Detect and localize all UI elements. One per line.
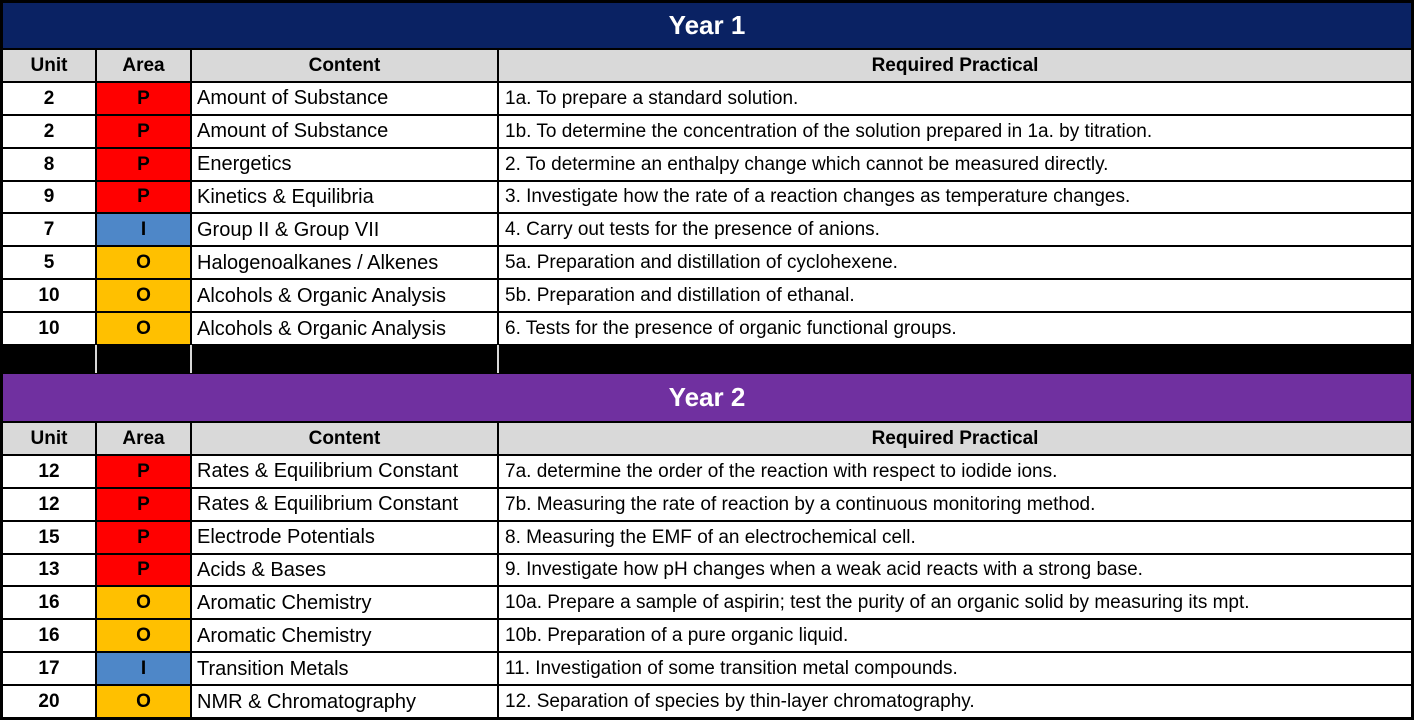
unit-cell: 2	[3, 115, 95, 147]
area-cell: P	[97, 148, 190, 180]
column-header-required-practical: Required Practical	[499, 50, 1411, 81]
column-header-unit: Unit	[3, 423, 95, 454]
area-cell: I	[97, 653, 190, 685]
practical-cell: 1b. To determine the concentration of th…	[499, 115, 1411, 147]
area-cell: P	[97, 181, 190, 213]
content-cell: Kinetics & Equilibria	[192, 181, 497, 213]
year1-title: Year 1	[668, 10, 746, 40]
year2-table: Unit Area Content Required Practical 12 P Rate…	[3, 423, 1411, 717]
practical-cell: 1a. To prepare a standard solution.	[499, 82, 1411, 114]
content-cell: Aromatic Chemistry	[192, 620, 497, 652]
practical-cell: 3. Investigate how the rate of a reactio…	[499, 181, 1411, 213]
content-cell: Alcohols & Organic Analysis	[192, 313, 497, 344]
area-cell: O	[97, 313, 190, 344]
content-cell: Group II & Group VII	[192, 214, 497, 246]
practical-cell: 11. Investigation of some transition met…	[499, 653, 1411, 685]
separator-divider	[497, 345, 499, 373]
practical-cell: 7a. determine the order of the reaction …	[499, 455, 1411, 487]
area-cell: P	[97, 554, 190, 586]
column-header-required-practical: Required Practical	[499, 423, 1411, 454]
unit-cell: 20	[3, 686, 95, 717]
area-cell: O	[97, 587, 190, 619]
content-cell: Energetics	[192, 148, 497, 180]
content-cell: Transition Metals	[192, 653, 497, 685]
area-cell: P	[97, 521, 190, 553]
separator-divider	[190, 345, 192, 373]
content-cell: NMR & Chromatography	[192, 686, 497, 717]
content-cell: Alcohols & Organic Analysis	[192, 280, 497, 312]
area-cell: P	[97, 488, 190, 520]
separator-divider	[95, 345, 97, 373]
year2-title-band: Year 2	[3, 374, 1411, 423]
unit-cell: 2	[3, 82, 95, 114]
area-cell: P	[97, 82, 190, 114]
practical-cell: 4. Carry out tests for the presence of a…	[499, 214, 1411, 246]
unit-cell: 8	[3, 148, 95, 180]
year1-table: Unit Area Content Required Practical 2 P Amoun…	[3, 50, 1411, 344]
column-header-area: Area	[97, 423, 190, 454]
year1-title-band: Year 1	[3, 3, 1411, 50]
unit-cell: 16	[3, 587, 95, 619]
area-cell: O	[97, 620, 190, 652]
year2-title: Year 2	[668, 382, 746, 412]
column-header-area: Area	[97, 50, 190, 81]
content-cell: Halogenoalkanes / Alkenes	[192, 247, 497, 279]
unit-cell: 17	[3, 653, 95, 685]
content-cell: Rates & Equilibrium Constant	[192, 455, 497, 487]
unit-cell: 16	[3, 620, 95, 652]
practical-cell: 6. Tests for the presence of organic fun…	[499, 313, 1411, 344]
unit-cell: 7	[3, 214, 95, 246]
area-cell: I	[97, 214, 190, 246]
unit-cell: 5	[3, 247, 95, 279]
area-cell: O	[97, 280, 190, 312]
column-header-content: Content	[192, 423, 497, 454]
practical-cell: 5a. Preparation and distillation of cycl…	[499, 247, 1411, 279]
practical-cell: 10a. Prepare a sample of aspirin; test t…	[499, 587, 1411, 619]
unit-cell: 12	[3, 455, 95, 487]
practical-cell: 7b. Measuring the rate of reaction by a …	[499, 488, 1411, 520]
area-cell: P	[97, 115, 190, 147]
unit-cell: 9	[3, 181, 95, 213]
unit-cell: 12	[3, 488, 95, 520]
content-cell: Acids & Bases	[192, 554, 497, 586]
content-cell: Amount of Substance	[192, 115, 497, 147]
table-separator	[3, 344, 1411, 374]
practical-cell: 12. Separation of species by thin-layer …	[499, 686, 1411, 717]
practical-cell: 10b. Preparation of a pure organic liqui…	[499, 620, 1411, 652]
practical-cell: 8. Measuring the EMF of an electrochemic…	[499, 521, 1411, 553]
column-header-unit: Unit	[3, 50, 95, 81]
content-cell: Electrode Potentials	[192, 521, 497, 553]
unit-cell: 10	[3, 313, 95, 344]
practical-cell: 2. To determine an enthalpy change which…	[499, 148, 1411, 180]
content-cell: Aromatic Chemistry	[192, 587, 497, 619]
area-cell: O	[97, 686, 190, 717]
area-cell: O	[97, 247, 190, 279]
content-cell: Amount of Substance	[192, 82, 497, 114]
unit-cell: 13	[3, 554, 95, 586]
practical-cell: 9. Investigate how pH changes when a wea…	[499, 554, 1411, 586]
content-cell: Rates & Equilibrium Constant	[192, 488, 497, 520]
practical-cell: 5b. Preparation and distillation of etha…	[499, 280, 1411, 312]
area-cell: P	[97, 455, 190, 487]
column-header-content: Content	[192, 50, 497, 81]
unit-cell: 15	[3, 521, 95, 553]
unit-cell: 10	[3, 280, 95, 312]
